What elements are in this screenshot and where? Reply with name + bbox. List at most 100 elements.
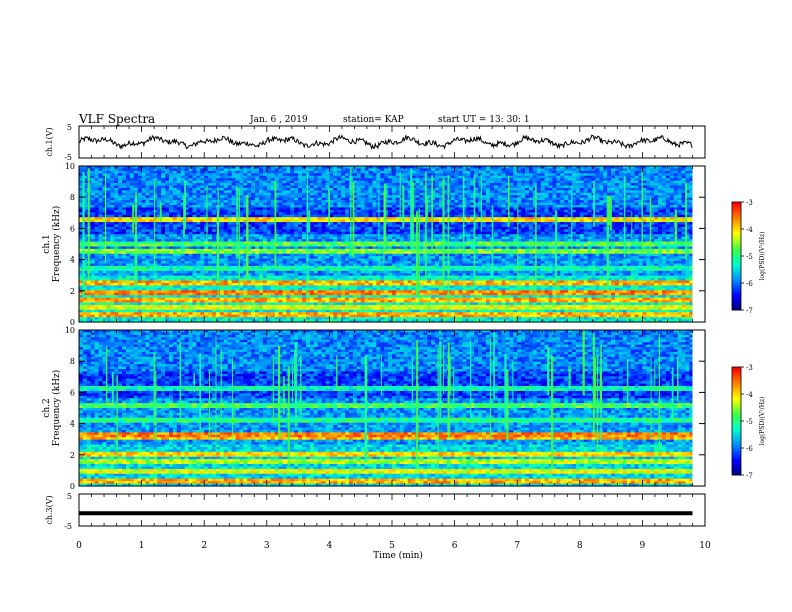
- spectrogram-cell: [599, 170, 604, 174]
- spectrogram-cell: [157, 180, 162, 184]
- spectrogram-cell: [540, 166, 546, 170]
- spectrogram-cell: [321, 183, 327, 187]
- spectrogram-cell: [493, 219, 499, 223]
- spectrogram-cell: [493, 187, 499, 191]
- spectrogram-cell: [290, 200, 295, 204]
- spectrogram-cell: [165, 200, 170, 204]
- spectrogram-cell: [587, 212, 593, 216]
- spectrogram-cell: [360, 222, 366, 226]
- spectrogram-cell: [122, 209, 127, 213]
- spectrogram-cell: [438, 192, 444, 196]
- spectrogram-cell: [231, 168, 237, 172]
- spectrogram-cell: [94, 219, 100, 223]
- spectrogram-cell: [141, 222, 147, 226]
- spectrogram-cell: [137, 170, 143, 174]
- spectrogram-cell: [630, 178, 636, 182]
- spectrogram-cell: [646, 222, 651, 226]
- spectrogram-cell: [438, 217, 444, 221]
- spectrogram-cell: [521, 166, 526, 170]
- spectrogram-cell: [110, 180, 115, 184]
- spectrogram-cell: [125, 175, 131, 179]
- spectrogram-cell: [82, 195, 88, 199]
- spectrogram-cell: [243, 173, 248, 177]
- spectrogram-cell: [258, 195, 264, 199]
- spectrogram-cell: [133, 173, 139, 177]
- spectrogram-cell: [200, 170, 205, 174]
- spectrogram-cell: [356, 202, 362, 206]
- spectrogram-cell: [90, 192, 96, 196]
- spectrogram-cell: [321, 209, 327, 213]
- spectrogram-cell: [294, 222, 299, 226]
- spectrogram-cell: [90, 187, 96, 191]
- spectrogram-cell: [630, 183, 636, 187]
- spectrogram-cell: [435, 197, 440, 201]
- spectrogram-cell: [548, 190, 554, 194]
- spectrogram-cell: [513, 197, 518, 201]
- spectrogram-cell: [419, 183, 424, 187]
- spectrogram-cell: [556, 178, 561, 182]
- spectrogram-cell: [141, 175, 147, 179]
- spectrogram-cell: [509, 166, 514, 170]
- spectrogram-cell: [571, 217, 577, 221]
- spectrogram-cell: [337, 166, 342, 170]
- spectrogram-cell: [673, 170, 679, 174]
- spectrogram-cell: [239, 175, 244, 179]
- spectrogram-cell: [223, 166, 229, 170]
- spectrogram-cell: [110, 217, 115, 221]
- spectrogram-cell: [595, 180, 600, 184]
- spectrogram-cell: [317, 209, 323, 213]
- spectrogram-cell: [595, 217, 600, 221]
- spectrogram-cell: [239, 180, 244, 184]
- spectrogram-cell: [212, 173, 217, 177]
- spectrogram-cell: [560, 185, 565, 189]
- spectrogram-cell: [176, 217, 182, 221]
- spectrogram-cell: [544, 173, 550, 177]
- spectrogram-cell: [329, 180, 334, 184]
- spectrogram-cell: [603, 192, 608, 196]
- spectrogram-cell: [368, 183, 374, 187]
- spectrogram-cell: [489, 185, 495, 189]
- spectrogram-cell: [333, 207, 338, 211]
- spectrogram-cell: [438, 175, 444, 179]
- spectrogram-cell: [646, 166, 651, 170]
- spectrogram-cell: [481, 190, 487, 194]
- spectrogram-cell: [94, 183, 100, 187]
- spectrogram-cell: [474, 219, 479, 223]
- spectrogram-cell: [278, 212, 284, 216]
- spectrogram-cell: [266, 166, 272, 170]
- spectrogram-cell: [478, 209, 483, 213]
- spectrogram-cell: [372, 180, 377, 184]
- spectrogram-cell: [673, 200, 679, 204]
- spectrogram-cell: [521, 185, 526, 189]
- spectrogram-cell: [110, 197, 115, 201]
- spectrogram-cell: [392, 200, 397, 204]
- spectrogram-cell: [501, 170, 507, 174]
- spectrogram-cell: [282, 207, 287, 211]
- spectrogram-cell: [677, 173, 683, 177]
- spectrogram-cell: [395, 195, 401, 199]
- spectrogram-cell: [646, 180, 651, 184]
- spectrogram-cell: [247, 207, 252, 211]
- spectrogram-cell: [270, 187, 276, 191]
- spectrogram-cell: [356, 219, 362, 223]
- spectrogram-cell: [258, 190, 264, 194]
- spectrogram-cell: [568, 173, 573, 177]
- spectrogram-cell: [129, 170, 135, 174]
- spectrogram-cell: [681, 200, 687, 204]
- spectrogram-cell: [481, 180, 487, 184]
- spectrogram-cell: [157, 192, 162, 196]
- spectrogram-cell: [384, 209, 389, 213]
- spectrogram-cell: [118, 222, 123, 226]
- spectrogram-cell: [548, 214, 554, 218]
- spectrogram-cell: [650, 185, 655, 189]
- spectrogram-cell: [243, 207, 248, 211]
- spectrogram-cell: [114, 197, 119, 201]
- spectrogram-cell: [337, 187, 342, 191]
- spectrogram-cell: [677, 207, 683, 211]
- spectrogram-cell: [298, 173, 303, 177]
- spectrogram-cell: [184, 175, 190, 179]
- spectrogram-cell: [638, 217, 643, 221]
- spectrogram-cell: [474, 183, 479, 187]
- spectrogram-cell: [431, 185, 436, 189]
- spectrogram-cell: [470, 180, 475, 184]
